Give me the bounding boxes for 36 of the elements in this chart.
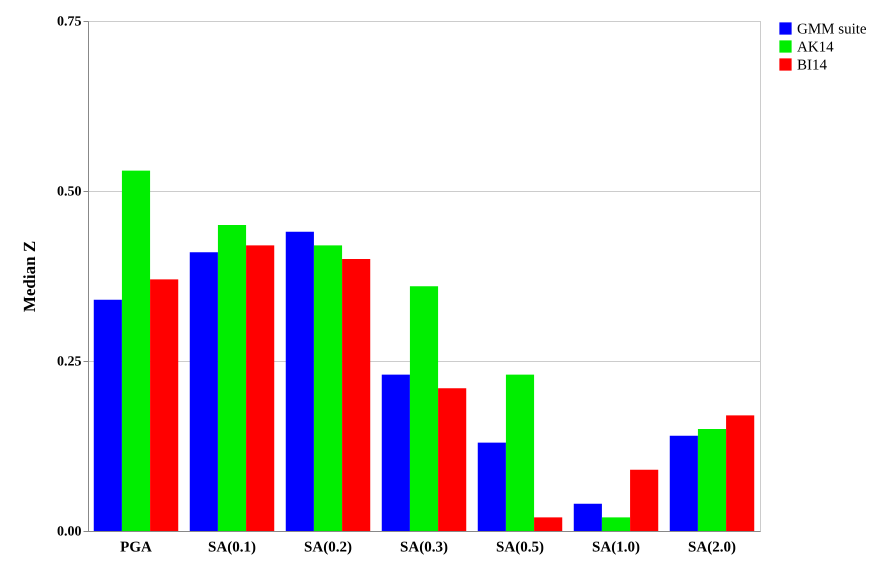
x-tick-label: SA(0.5)	[496, 540, 544, 556]
y-tick-label: 0.00	[57, 524, 82, 540]
x-tick-label: SA(0.2)	[304, 540, 352, 556]
legend-label: GMM suite	[797, 22, 867, 38]
y-tick-label: 0.50	[57, 184, 82, 200]
y-tick-label: 0.75	[57, 14, 82, 30]
y-tick-label: 0.25	[57, 354, 82, 370]
y-axis-title: Median Z	[20, 240, 39, 312]
bar	[94, 300, 122, 531]
bar	[478, 442, 506, 531]
x-tick-label: SA(1.0)	[592, 540, 640, 556]
legend-label: AK14	[797, 40, 834, 56]
x-tick-label: SA(0.3)	[400, 540, 448, 556]
bar	[698, 429, 726, 531]
bar	[410, 286, 438, 531]
bar	[574, 504, 602, 531]
bar	[630, 470, 658, 531]
bar	[506, 374, 534, 531]
bar	[382, 374, 410, 531]
bar	[342, 259, 370, 531]
bar	[438, 388, 466, 531]
bar	[286, 232, 314, 531]
bar	[150, 279, 178, 531]
x-tick-label: SA(2.0)	[688, 540, 736, 556]
legend-label: BI14	[797, 58, 828, 74]
bar	[314, 245, 342, 531]
bar	[122, 170, 150, 531]
bar	[726, 415, 754, 531]
bar	[602, 517, 630, 531]
bar	[534, 517, 562, 531]
bar	[246, 245, 274, 531]
bar	[218, 225, 246, 531]
x-tick-label: PGA	[120, 540, 152, 556]
x-tick-label: SA(0.1)	[208, 540, 256, 556]
bar	[670, 436, 698, 531]
bar	[190, 252, 218, 531]
